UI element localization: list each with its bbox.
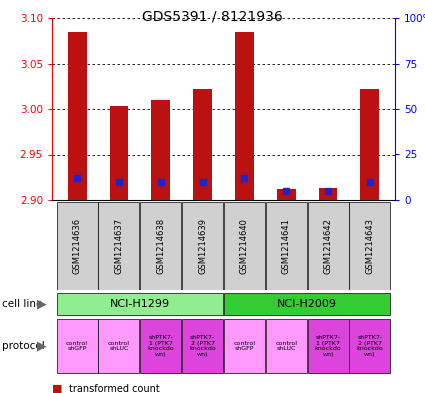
- Bar: [266, 319, 307, 373]
- Bar: [110, 106, 128, 200]
- Bar: [140, 202, 181, 290]
- Text: transformed count: transformed count: [69, 384, 160, 393]
- Bar: [277, 189, 296, 200]
- Text: GSM1214642: GSM1214642: [323, 218, 333, 274]
- Text: GSM1214636: GSM1214636: [73, 218, 82, 274]
- Text: ▶: ▶: [37, 298, 47, 310]
- Text: shPTK7-
2 (PTK7
knockdo
wn): shPTK7- 2 (PTK7 knockdo wn): [357, 335, 383, 356]
- Bar: [193, 89, 212, 200]
- Text: NCI-H1299: NCI-H1299: [110, 299, 170, 309]
- Bar: [224, 202, 265, 290]
- Bar: [319, 188, 337, 200]
- Text: GSM1214639: GSM1214639: [198, 218, 207, 274]
- Bar: [57, 293, 223, 315]
- Text: ■: ■: [52, 384, 62, 393]
- Bar: [99, 202, 139, 290]
- Text: GSM1214643: GSM1214643: [366, 218, 374, 274]
- Text: GSM1214640: GSM1214640: [240, 218, 249, 274]
- Bar: [224, 319, 265, 373]
- Bar: [68, 32, 87, 200]
- Text: GDS5391 / 8121936: GDS5391 / 8121936: [142, 10, 283, 24]
- Text: shPTK7-
2 (PTK7
knockdo
wn): shPTK7- 2 (PTK7 knockdo wn): [189, 335, 216, 356]
- Text: GSM1214638: GSM1214638: [156, 218, 165, 274]
- Bar: [57, 319, 98, 373]
- Bar: [140, 319, 181, 373]
- Text: ▶: ▶: [37, 340, 47, 353]
- Text: GSM1214641: GSM1214641: [282, 218, 291, 274]
- Bar: [308, 202, 348, 290]
- Bar: [151, 100, 170, 200]
- Bar: [308, 319, 348, 373]
- Bar: [182, 319, 223, 373]
- Bar: [235, 32, 254, 200]
- Text: NCI-H2009: NCI-H2009: [277, 299, 337, 309]
- Text: control
shGFP: control shGFP: [233, 341, 255, 351]
- Bar: [360, 89, 380, 200]
- Text: control
shLUC: control shLUC: [275, 341, 297, 351]
- Text: control
shGFP: control shGFP: [66, 341, 88, 351]
- Bar: [57, 202, 98, 290]
- Text: shPTK7-
1 (PTK7
knockdo
wn): shPTK7- 1 (PTK7 knockdo wn): [314, 335, 341, 356]
- Bar: [224, 293, 391, 315]
- Bar: [99, 319, 139, 373]
- Text: control
shLUC: control shLUC: [108, 341, 130, 351]
- Text: GSM1214637: GSM1214637: [114, 218, 123, 274]
- Text: shPTK7-
1 (PTK7
knockdo
wn): shPTK7- 1 (PTK7 knockdo wn): [147, 335, 174, 356]
- Bar: [182, 202, 223, 290]
- Text: protocol: protocol: [2, 341, 45, 351]
- Text: cell line: cell line: [2, 299, 42, 309]
- Bar: [266, 202, 307, 290]
- Bar: [349, 202, 391, 290]
- Bar: [349, 319, 391, 373]
